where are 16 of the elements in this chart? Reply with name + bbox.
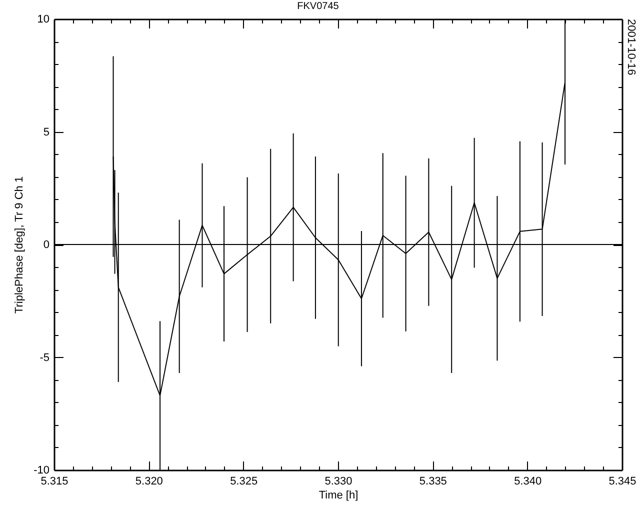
- x-tick-label: 5.315: [40, 476, 68, 488]
- x-tick-label: 5.320: [135, 476, 163, 488]
- text: 2001-10-16: [625, 19, 637, 76]
- y-tick-label: 0: [43, 239, 50, 251]
- x-axis-title: Time [h]: [318, 490, 358, 502]
- y-tick-label: 10: [37, 14, 50, 26]
- y-tick-label: 5: [43, 126, 50, 138]
- x-tick-label: 5.335: [419, 476, 447, 488]
- y-axis-title: TriplePhase [deg], Tr 9 Ch 1: [14, 176, 26, 314]
- y-tick-label: -5: [40, 352, 50, 364]
- x-tick-label: 5.325: [230, 476, 258, 488]
- x-tick-label: 5.340: [514, 476, 542, 488]
- x-tick-label: 5.345: [608, 476, 636, 488]
- y-tick-label: -10: [34, 464, 50, 476]
- chart-title: FKV0745: [297, 1, 340, 12]
- x-tick-label: 5.330: [324, 476, 352, 488]
